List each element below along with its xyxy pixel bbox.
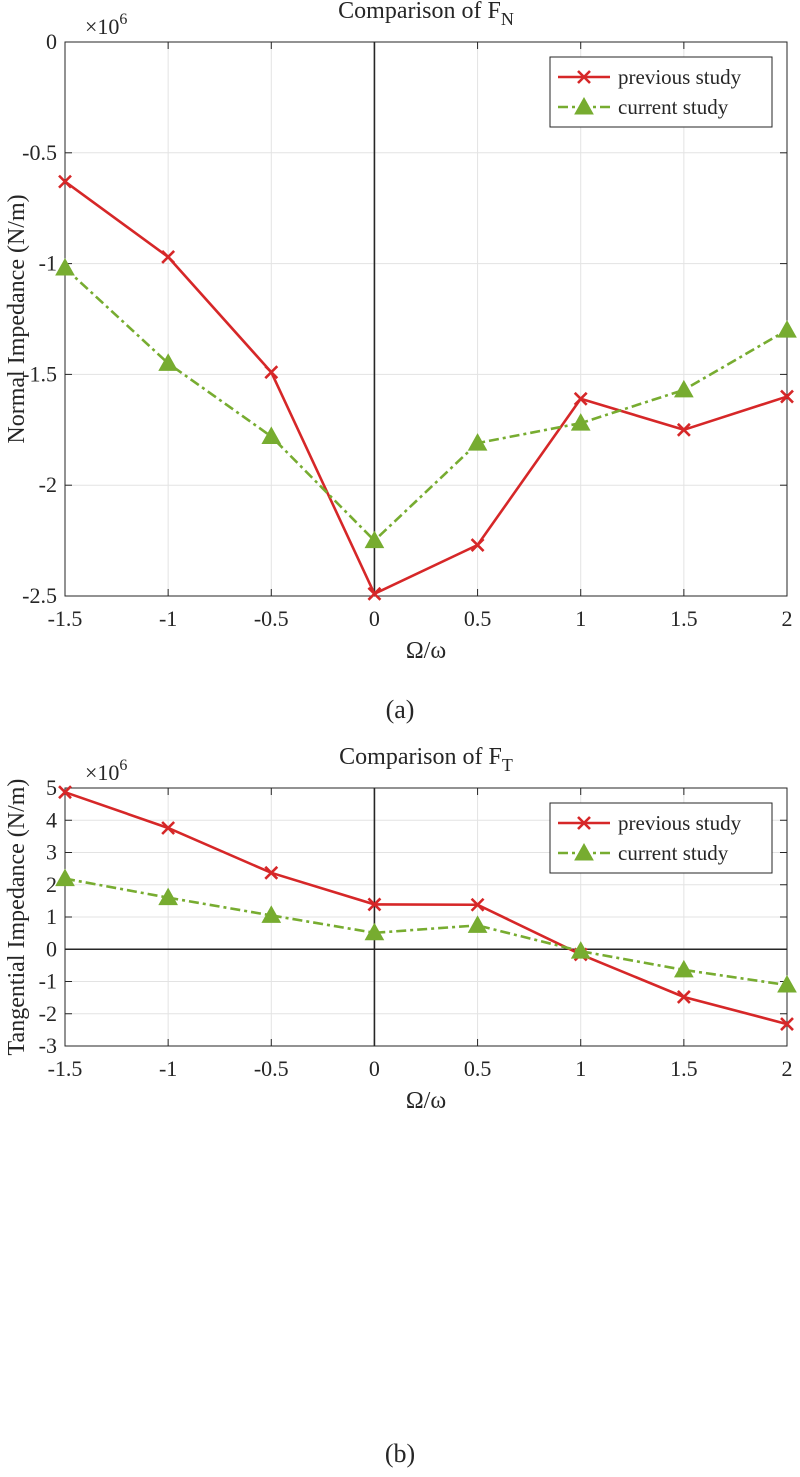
- data-point-marker: [261, 426, 282, 444]
- x-tick-label: -0.5: [254, 606, 289, 631]
- chart-normal-impedance: -1.5 -1 -0.5 0 0.5 1 1.5 2 -2.5 -2 -1.5 -1 -0.5 0 ×106…: [4, 0, 797, 664]
- legend-label: previous study: [618, 65, 742, 89]
- series-line: [64, 790, 788, 1026]
- series-line: [64, 267, 788, 543]
- data-point-marker: [161, 821, 176, 835]
- data-point-marker: [261, 905, 282, 923]
- data-point-marker: [780, 1017, 794, 1031]
- x-axis-label: Ω/ω: [406, 638, 446, 664]
- data-point-marker: [570, 941, 591, 959]
- data-point-marker: [55, 868, 75, 887]
- x-tick-label: -1: [159, 1056, 177, 1081]
- legend-label: current study: [618, 841, 729, 865]
- data-point-marker: [676, 990, 691, 1004]
- y-tick-label: 3: [46, 840, 57, 865]
- y-axis-label: Normal Impedance (N/m): [4, 194, 30, 443]
- series-line: [64, 877, 788, 987]
- x-tick-label: -1: [159, 606, 177, 631]
- data-point-marker: [780, 389, 794, 404]
- x-tick-label: 0: [369, 606, 380, 631]
- chart-title: Comparison of FT: [339, 744, 513, 775]
- x-tick-label: 2: [782, 1056, 793, 1081]
- data-point-marker: [364, 530, 385, 549]
- data-point-marker: [777, 975, 797, 993]
- data-point-marker: [264, 365, 279, 380]
- x-tick-label: 0.5: [464, 606, 492, 631]
- data-point-marker: [367, 897, 382, 912]
- x-tick-label: -1.5: [48, 1056, 83, 1081]
- data-point-marker: [55, 258, 75, 276]
- y-tick-label: -1: [39, 251, 57, 276]
- y-tick-label: 4: [46, 807, 57, 832]
- y-axis-label: Tangential Impedance (N/m): [4, 779, 30, 1056]
- data-point-marker: [158, 353, 178, 371]
- y-tick-label: 5: [46, 775, 57, 800]
- x-tick-label: 1: [575, 1056, 586, 1081]
- data-point-marker: [364, 922, 385, 941]
- data-point-marker: [674, 379, 694, 398]
- panel-label-a: (a): [386, 695, 415, 724]
- chart-title: Comparison of FN: [338, 0, 514, 29]
- data-point-marker: [467, 915, 488, 933]
- data-point-marker: [158, 887, 178, 906]
- legend-marker: [574, 842, 594, 861]
- data-point-marker: [264, 865, 279, 880]
- data-point-marker: [470, 538, 485, 552]
- data-point-marker: [161, 250, 176, 264]
- legend-marker: [577, 816, 591, 830]
- series-current-study: [55, 258, 797, 549]
- legend-marker: [577, 70, 591, 84]
- data-point-marker: [674, 959, 694, 978]
- legend-marker: [574, 96, 594, 115]
- x-tick-label: 1.5: [670, 1056, 698, 1081]
- data-point-marker: [573, 391, 588, 406]
- data-point-marker: [58, 174, 72, 189]
- legend: previous study current study: [549, 56, 773, 128]
- y-tick-label: -3: [39, 1033, 57, 1058]
- legend-label: previous study: [618, 811, 742, 835]
- legend: previous study current study: [549, 802, 773, 874]
- data-point-marker: [367, 586, 382, 601]
- panel-label-b: (b): [385, 1439, 415, 1468]
- legend-box: [549, 802, 773, 874]
- x-tick-label: -1.5: [48, 606, 83, 631]
- y-exponent-label: ×106: [85, 757, 127, 785]
- y-tick-label: 2: [46, 872, 57, 897]
- y-tick-label: 1: [46, 904, 57, 929]
- series-previous-study: [58, 174, 794, 601]
- x-tick-label: 0: [369, 1056, 380, 1081]
- data-point-marker: [676, 422, 691, 437]
- y-tick-label: -2: [39, 1001, 57, 1026]
- y-tick-label: 0: [46, 29, 57, 54]
- data-point-marker: [777, 320, 797, 338]
- legend-box: [549, 56, 773, 128]
- data-point-marker: [467, 433, 488, 451]
- series-current-study: [55, 868, 797, 993]
- x-axis-label: Ω/ω: [406, 1088, 446, 1114]
- y-tick-label: -1.5: [22, 361, 57, 386]
- plot-area: [64, 41, 788, 597]
- y-tick-label: -2.5: [22, 583, 57, 608]
- data-point-marker: [470, 897, 485, 912]
- y-tick-label: 0: [46, 936, 57, 961]
- y-exponent-label: ×106: [85, 11, 127, 39]
- x-tick-label: 0.5: [464, 1056, 492, 1081]
- data-point-marker: [58, 785, 72, 800]
- y-tick-label: -0.5: [22, 140, 57, 165]
- y-tick-label: -2: [39, 472, 57, 497]
- series-line: [64, 180, 788, 596]
- data-point-marker: [570, 413, 591, 431]
- x-tick-label: 1.5: [670, 606, 698, 631]
- x-tick-label: 2: [782, 606, 793, 631]
- legend-label: current study: [618, 95, 729, 119]
- chart-tangential-impedance: -1.5 -1 -0.5 0 0.5 1 1.5 2 -3 -2 -1 0 1 2 3 4 5 ×106 Compa…: [4, 744, 797, 1114]
- x-tick-label: -0.5: [254, 1056, 289, 1081]
- x-tick-label: 1: [575, 606, 586, 631]
- y-tick-label: -1: [39, 969, 57, 994]
